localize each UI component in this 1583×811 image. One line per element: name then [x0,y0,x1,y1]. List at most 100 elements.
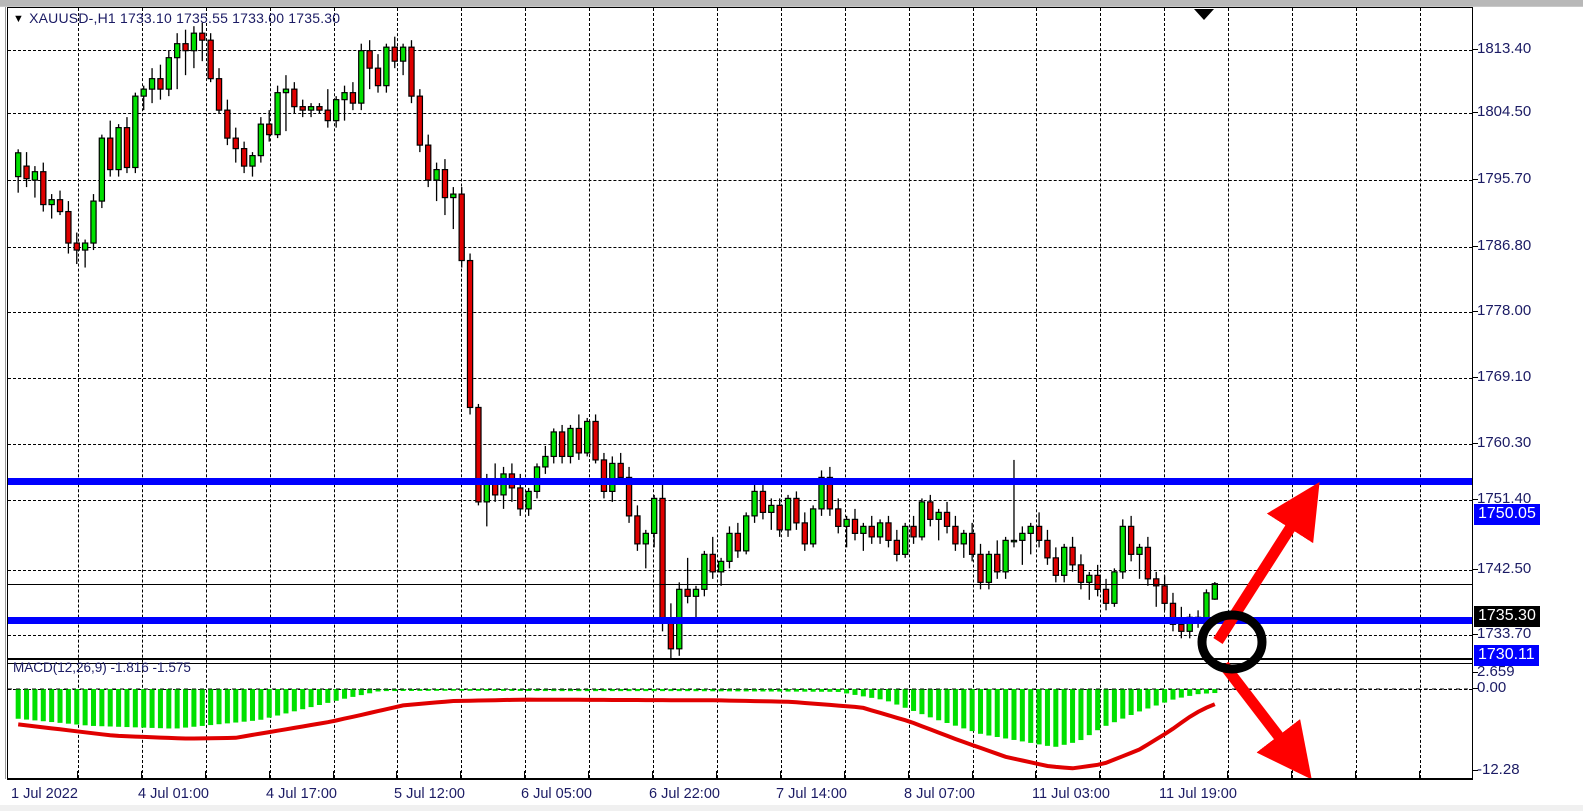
price-axis-tick: 1778.00 [1477,302,1532,319]
grid-line-horizontal [8,570,1472,571]
grid-line-horizontal [8,113,1472,114]
price-tick-mark [1473,443,1478,444]
price-axis-tick: 1760.30 [1477,434,1532,451]
grid-line-vertical [589,8,590,778]
time-tick-mark [1163,771,1164,779]
macd-panel-separator [8,658,1472,659]
grid-line-vertical [717,8,718,778]
time-tick-mark [716,771,717,779]
macd-series [8,688,1472,771]
level-price-badge[interactable]: 1730.11 [1474,645,1539,666]
time-axis-tick: 4 Jul 17:00 [266,786,337,802]
time-axis-tick: 8 Jul 07:00 [904,786,975,802]
price-axis-tick: -12.28 [1477,761,1520,778]
annotation-layer [1197,482,1320,778]
last-price-badge[interactable]: 1735.30 [1474,606,1540,627]
time-tick-mark [141,771,142,779]
time-tick-mark [524,771,525,779]
time-tick-mark [1227,771,1228,779]
price-tick-mark [1473,246,1478,247]
time-tick-mark [588,771,589,779]
chart-header: ▼ XAUUSD-,H1 1733.10 1735.55 1733.00 1735… [13,10,340,26]
time-tick-mark [77,771,78,779]
time-axis-tick: 1 Jul 2022 [11,786,78,802]
macd-indicator-label: MACD(12,26,9) -1.816 -1.575 [13,660,191,675]
price-axis-tick: 1786.80 [1477,237,1532,254]
scrollbar-thumb[interactable] [0,0,1583,6]
position-marker-icon[interactable] [1194,9,1214,20]
grid-line-vertical [270,8,271,778]
time-tick-mark [652,771,653,779]
price-level-last-price[interactable] [8,583,1472,585]
time-axis-tick: 4 Jul 01:00 [138,786,209,802]
grid-line-vertical [206,8,207,778]
price-axis-tick: 2.659 [1477,663,1515,680]
price-tick-mark [1473,688,1478,689]
price-level-resistance[interactable] [8,477,1472,485]
grid-line-vertical [973,8,974,778]
time-tick-mark [908,771,909,779]
level-price-badge[interactable]: 1750.05 [1474,504,1540,525]
grid-line-horizontal [8,312,1472,313]
grid-line-horizontal [8,635,1472,636]
grid-line-vertical [461,8,462,778]
grid-line-vertical [78,8,79,778]
up-arrow [1213,482,1320,644]
grid-line-horizontal [8,444,1472,445]
time-tick-mark [396,771,397,779]
time-tick-mark [333,771,334,779]
price-tick-mark [1473,377,1478,378]
price-level-support[interactable] [8,617,1472,625]
grid-line-vertical [142,8,143,778]
chevron-down-icon[interactable]: ▼ [13,13,25,25]
grid-line-vertical [1420,8,1421,778]
time-tick-mark [780,771,781,779]
grid-line-vertical [334,8,335,778]
price-axis-tick: 1751.40 [1477,490,1532,507]
price-axis-tick: 1769.10 [1477,368,1532,385]
left-rail [0,7,6,779]
time-tick-mark [844,771,845,779]
bottom-strip [0,805,1583,811]
grid-line-vertical [525,8,526,778]
price-tick-mark [1473,569,1478,570]
price-tick-mark [1473,499,1478,500]
time-tick-mark [460,771,461,779]
price-tick-mark [1473,311,1478,312]
price-axis-tick: 1795.70 [1477,170,1532,187]
grid-line-vertical [1164,8,1165,778]
time-tick-mark [1099,771,1100,779]
grid-line-vertical [1036,8,1037,778]
time-tick-mark [1419,771,1420,779]
price-axis-tick: 1813.40 [1477,40,1532,57]
grid-line-vertical [397,8,398,778]
horizontal-scrollbar[interactable] [0,0,1583,7]
grid-line-vertical [1228,8,1229,778]
macd-pane-border [8,659,1472,660]
price-axis[interactable]: 1813.40 1804.50 1795.70 1786.80 1778.00 1769.… [1473,7,1583,779]
down-arrow [1219,661,1312,778]
time-axis-tick: 6 Jul 05:00 [521,786,592,802]
time-axis-tick: 11 Jul 03:00 [1032,786,1110,802]
time-axis[interactable]: 1 Jul 2022 4 Jul 01:00 4 Jul 17:00 5 Jul 12… [7,771,1473,811]
grid-line-horizontal [8,50,1472,51]
price-axis-tick: 0.00 [1477,679,1507,696]
price-axis-tick: 1804.50 [1477,103,1532,120]
grid-line-vertical [653,8,654,778]
time-tick-mark [1355,771,1356,779]
price-chart-panel[interactable]: ▼ XAUUSD-,H1 1733.10 1735.55 1733.00 1735… [7,7,1473,779]
time-axis-tick: 6 Jul 22:00 [649,786,720,802]
macd-pane-border [8,663,1472,664]
grid-line-vertical [1100,8,1101,778]
price-tick-mark [1473,112,1478,113]
time-axis-tick: 5 Jul 12:00 [394,786,465,802]
grid-line-horizontal [8,378,1472,379]
grid-line-horizontal [8,247,1472,248]
grid-line-vertical [781,8,782,778]
grid-line-vertical [1356,8,1357,778]
price-tick-mark [1473,672,1478,673]
grid-line-horizontal [8,500,1472,501]
symbol-ohlc-text: XAUUSD-,H1 1733.10 1735.55 1733.00 1735.… [29,10,341,26]
time-tick-mark [205,771,206,779]
breakout-circle [1197,610,1267,674]
